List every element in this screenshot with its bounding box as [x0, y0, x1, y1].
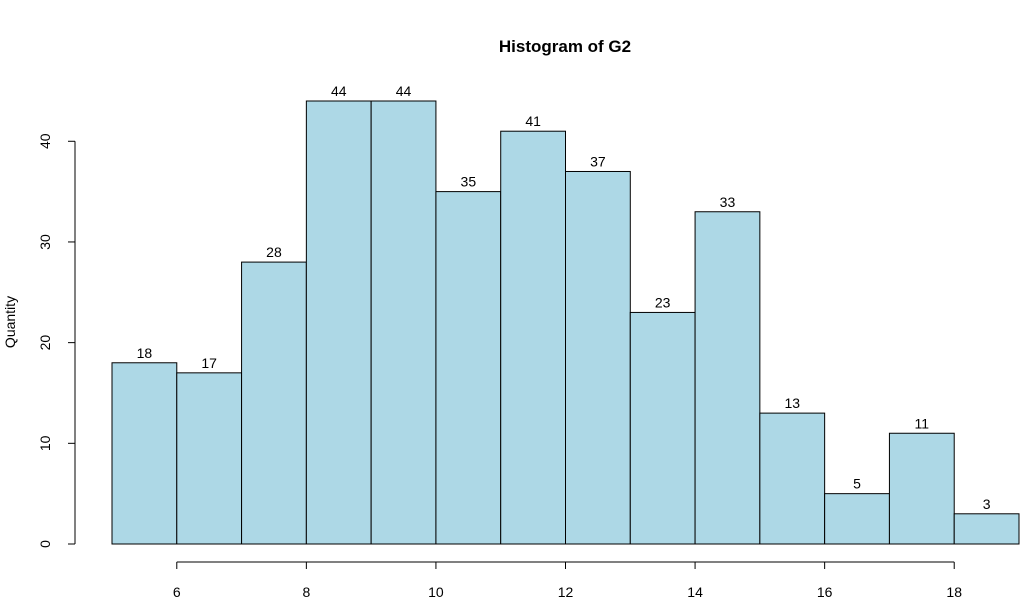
y-tick-label: 10: [37, 435, 53, 451]
x-tick-label: 18: [946, 584, 962, 600]
bar-value-label: 13: [784, 395, 800, 411]
y-tick-label: 0: [37, 540, 53, 548]
x-tick-label: 8: [302, 584, 310, 600]
histogram-bar: [241, 261, 307, 545]
histogram-bar: [694, 211, 761, 545]
x-axis: 6 8 10 12 14 16 18: [173, 561, 962, 600]
histogram-bar: [953, 513, 1020, 545]
histogram-bar: [111, 362, 178, 545]
x-tick-label: 14: [687, 584, 703, 600]
y-tick-label: 30: [37, 234, 53, 250]
bar-value-label: 18: [137, 345, 153, 361]
bar-value-label: 35: [461, 174, 477, 190]
histogram-bar: [435, 191, 502, 545]
bar-labels-group: 18 17 28 44 44 35 41 37 23 33 13 5 11 3: [137, 83, 991, 512]
histogram-bar: [759, 412, 826, 545]
histogram-bar: [500, 130, 567, 545]
histogram-bar: [629, 311, 696, 545]
bar-value-label: 11: [915, 415, 930, 431]
bars-group: [111, 100, 1020, 545]
histogram-bar: [176, 372, 243, 545]
y-axis: 0 10 20 30 40: [37, 133, 76, 548]
x-tick-label: 6: [173, 584, 181, 600]
bar-value-label: 3: [983, 496, 991, 512]
y-tick-label: 40: [37, 133, 53, 149]
histogram-bar: [565, 170, 631, 545]
y-tick-label: 20: [37, 335, 53, 351]
histogram-bar: [370, 100, 437, 545]
histogram-bar: [824, 493, 890, 545]
bar-value-label: 44: [331, 83, 347, 99]
bar-value-label: 41: [525, 113, 541, 129]
chart-title: Histogram of G2: [499, 37, 631, 56]
x-tick-label: 16: [817, 584, 833, 600]
bar-value-label: 17: [201, 355, 217, 371]
bar-value-label: 33: [720, 194, 736, 210]
bar-value-label: 37: [590, 153, 606, 169]
bar-value-label: 5: [853, 476, 861, 492]
histogram-bar: [888, 432, 955, 545]
y-axis-label: Quantity: [2, 296, 18, 348]
x-tick-label: 10: [428, 584, 444, 600]
bar-value-label: 44: [396, 83, 412, 99]
bar-value-label: 28: [266, 244, 282, 260]
histogram-bar: [305, 100, 372, 545]
x-tick-label: 12: [558, 584, 574, 600]
bar-value-label: 23: [655, 294, 671, 310]
